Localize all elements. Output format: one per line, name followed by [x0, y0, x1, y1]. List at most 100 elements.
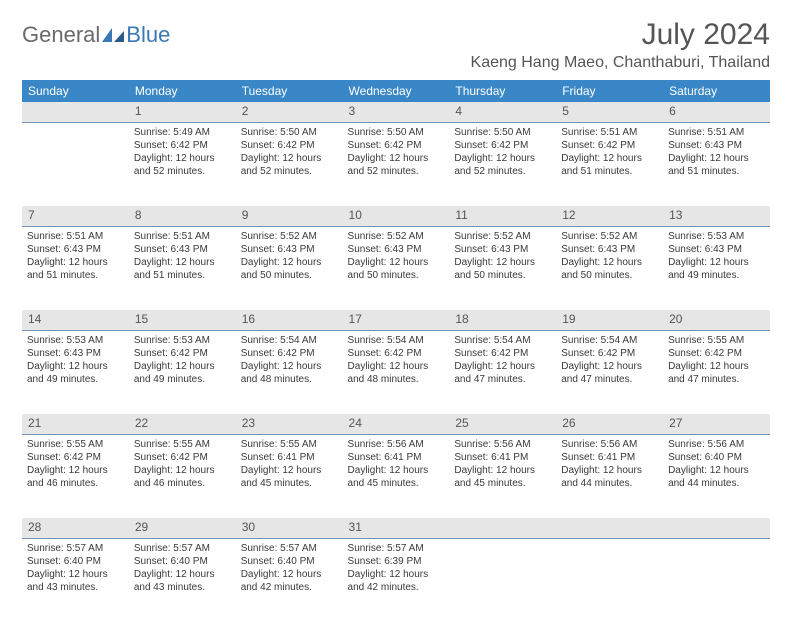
sunrise-line: Sunrise: 5:52 AM — [241, 230, 338, 243]
sunrise-line: Sunrise: 5:51 AM — [561, 126, 658, 139]
sunset-line: Sunset: 6:41 PM — [561, 451, 658, 464]
sunset-line: Sunset: 6:43 PM — [561, 243, 658, 256]
daylight-line: Daylight: 12 hours and 46 minutes. — [134, 464, 231, 490]
daynum-row: 21222324252627 — [22, 414, 770, 434]
daylight-line: Daylight: 12 hours and 52 minutes. — [134, 152, 231, 178]
sunset-line: Sunset: 6:42 PM — [348, 139, 445, 152]
day-number: 11 — [449, 206, 556, 226]
sunset-line: Sunset: 6:42 PM — [561, 347, 658, 360]
day-number: 9 — [236, 206, 343, 226]
sunset-line: Sunset: 6:42 PM — [134, 139, 231, 152]
day-number: 4 — [449, 102, 556, 122]
content-row: Sunrise: 5:49 AMSunset: 6:42 PMDaylight:… — [22, 122, 770, 206]
day-number: 12 — [556, 206, 663, 226]
sunrise-line: Sunrise: 5:53 AM — [668, 230, 765, 243]
day-cell: Sunrise: 5:50 AMSunset: 6:42 PMDaylight:… — [236, 122, 343, 206]
sunrise-line: Sunrise: 5:55 AM — [27, 438, 124, 451]
day-cell: Sunrise: 5:56 AMSunset: 6:41 PMDaylight:… — [449, 434, 556, 518]
sunset-line: Sunset: 6:42 PM — [454, 347, 551, 360]
daylight-line: Daylight: 12 hours and 51 minutes. — [561, 152, 658, 178]
sunset-line: Sunset: 6:41 PM — [454, 451, 551, 464]
sunrise-line: Sunrise: 5:49 AM — [134, 126, 231, 139]
day-number: 29 — [129, 518, 236, 538]
day-cell: Sunrise: 5:55 AMSunset: 6:41 PMDaylight:… — [236, 434, 343, 518]
daylight-line: Daylight: 12 hours and 45 minutes. — [454, 464, 551, 490]
day-number: 3 — [343, 102, 450, 122]
day-cell: Sunrise: 5:54 AMSunset: 6:42 PMDaylight:… — [236, 330, 343, 414]
daylight-line: Daylight: 12 hours and 43 minutes. — [27, 568, 124, 594]
weekday-header-row: SundayMondayTuesdayWednesdayThursdayFrid… — [22, 80, 770, 102]
sunrise-line: Sunrise: 5:57 AM — [27, 542, 124, 555]
daylight-line: Daylight: 12 hours and 47 minutes. — [454, 360, 551, 386]
daynum-row: 28293031 — [22, 518, 770, 538]
daylight-line: Daylight: 12 hours and 51 minutes. — [27, 256, 124, 282]
day-number: 18 — [449, 310, 556, 330]
day-cell: Sunrise: 5:52 AMSunset: 6:43 PMDaylight:… — [449, 226, 556, 310]
day-number-empty — [22, 102, 129, 122]
day-cell: Sunrise: 5:56 AMSunset: 6:41 PMDaylight:… — [343, 434, 450, 518]
day-number-empty — [663, 518, 770, 538]
daylight-line: Daylight: 12 hours and 42 minutes. — [348, 568, 445, 594]
brand-part1: General — [22, 22, 100, 48]
day-cell: Sunrise: 5:51 AMSunset: 6:43 PMDaylight:… — [663, 122, 770, 206]
sunrise-line: Sunrise: 5:54 AM — [561, 334, 658, 347]
sunset-line: Sunset: 6:43 PM — [348, 243, 445, 256]
day-number: 16 — [236, 310, 343, 330]
calendar-table: SundayMondayTuesdayWednesdayThursdayFrid… — [22, 80, 770, 622]
sunset-line: Sunset: 6:43 PM — [668, 243, 765, 256]
sunset-line: Sunset: 6:43 PM — [241, 243, 338, 256]
day-number: 23 — [236, 414, 343, 434]
daylight-line: Daylight: 12 hours and 50 minutes. — [561, 256, 658, 282]
daylight-line: Daylight: 12 hours and 52 minutes. — [348, 152, 445, 178]
sunset-line: Sunset: 6:40 PM — [134, 555, 231, 568]
day-number: 5 — [556, 102, 663, 122]
day-number: 22 — [129, 414, 236, 434]
sunset-line: Sunset: 6:42 PM — [241, 139, 338, 152]
day-cell: Sunrise: 5:49 AMSunset: 6:42 PMDaylight:… — [129, 122, 236, 206]
month-title: July 2024 — [471, 18, 770, 52]
day-cell: Sunrise: 5:52 AMSunset: 6:43 PMDaylight:… — [236, 226, 343, 310]
sunset-line: Sunset: 6:43 PM — [134, 243, 231, 256]
day-cell: Sunrise: 5:51 AMSunset: 6:43 PMDaylight:… — [22, 226, 129, 310]
daylight-line: Daylight: 12 hours and 52 minutes. — [241, 152, 338, 178]
daylight-line: Daylight: 12 hours and 49 minutes. — [668, 256, 765, 282]
daylight-line: Daylight: 12 hours and 46 minutes. — [27, 464, 124, 490]
weekday-header: Monday — [129, 80, 236, 102]
day-number: 19 — [556, 310, 663, 330]
sunrise-line: Sunrise: 5:56 AM — [668, 438, 765, 451]
day-number: 31 — [343, 518, 450, 538]
sunset-line: Sunset: 6:40 PM — [668, 451, 765, 464]
day-number: 15 — [129, 310, 236, 330]
day-number: 1 — [129, 102, 236, 122]
sunset-line: Sunset: 6:42 PM — [454, 139, 551, 152]
day-number: 10 — [343, 206, 450, 226]
sunrise-line: Sunrise: 5:55 AM — [241, 438, 338, 451]
daylight-line: Daylight: 12 hours and 45 minutes. — [241, 464, 338, 490]
sunrise-line: Sunrise: 5:57 AM — [348, 542, 445, 555]
content-row: Sunrise: 5:51 AMSunset: 6:43 PMDaylight:… — [22, 226, 770, 310]
day-number: 13 — [663, 206, 770, 226]
sunset-line: Sunset: 6:43 PM — [668, 139, 765, 152]
sunrise-line: Sunrise: 5:50 AM — [454, 126, 551, 139]
day-cell: Sunrise: 5:55 AMSunset: 6:42 PMDaylight:… — [129, 434, 236, 518]
sunset-line: Sunset: 6:41 PM — [348, 451, 445, 464]
sunset-line: Sunset: 6:40 PM — [27, 555, 124, 568]
daylight-line: Daylight: 12 hours and 48 minutes. — [348, 360, 445, 386]
day-cell: Sunrise: 5:53 AMSunset: 6:43 PMDaylight:… — [22, 330, 129, 414]
sunset-line: Sunset: 6:39 PM — [348, 555, 445, 568]
daynum-row: 123456 — [22, 102, 770, 122]
day-cell: Sunrise: 5:56 AMSunset: 6:40 PMDaylight:… — [663, 434, 770, 518]
sunset-line: Sunset: 6:42 PM — [561, 139, 658, 152]
day-number: 21 — [22, 414, 129, 434]
day-cell-empty — [663, 538, 770, 622]
weekday-header: Thursday — [449, 80, 556, 102]
weekday-header: Saturday — [663, 80, 770, 102]
sunrise-line: Sunrise: 5:55 AM — [134, 438, 231, 451]
day-cell: Sunrise: 5:52 AMSunset: 6:43 PMDaylight:… — [343, 226, 450, 310]
day-cell: Sunrise: 5:53 AMSunset: 6:42 PMDaylight:… — [129, 330, 236, 414]
brand-part2: Blue — [126, 22, 170, 48]
daylight-line: Daylight: 12 hours and 51 minutes. — [134, 256, 231, 282]
daynum-row: 78910111213 — [22, 206, 770, 226]
day-cell: Sunrise: 5:55 AMSunset: 6:42 PMDaylight:… — [22, 434, 129, 518]
day-number-empty — [556, 518, 663, 538]
